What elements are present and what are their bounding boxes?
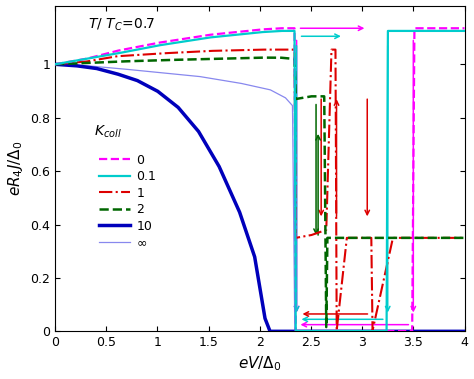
Text: $T/\ T_C\!=\!0.7$: $T/\ T_C\!=\!0.7$ <box>88 16 155 33</box>
Text: $K_{coll}$: $K_{coll}$ <box>94 124 122 140</box>
Legend: 0, 0.1, 1, 2, 10, $\infty$: 0, 0.1, 1, 2, 10, $\infty$ <box>94 149 161 254</box>
Y-axis label: $eR_4J/\Delta_0$: $eR_4J/\Delta_0$ <box>6 141 25 196</box>
X-axis label: $eV/\Delta_0$: $eV/\Delta_0$ <box>238 355 282 373</box>
